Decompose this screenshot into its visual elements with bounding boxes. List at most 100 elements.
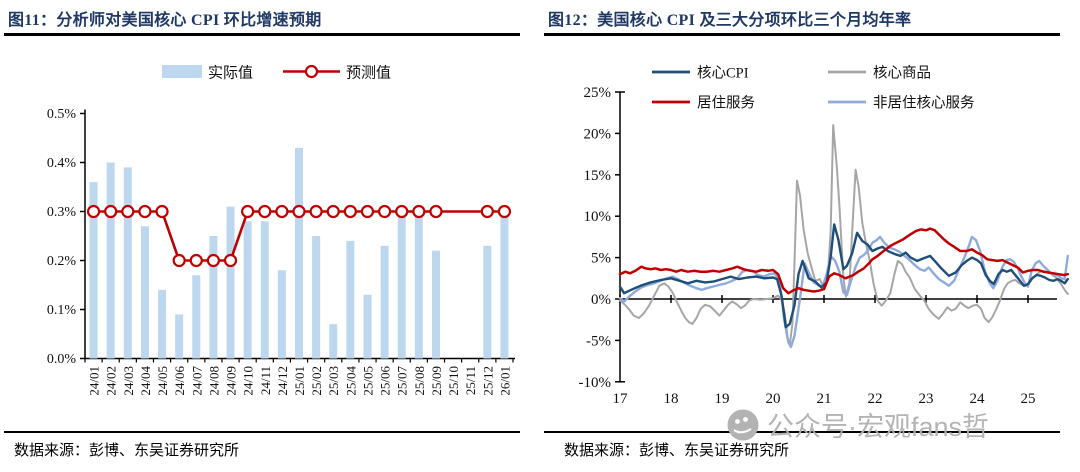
fig11-x-labels: 24/01 24/02 24/03 24/04 24/05 24/06 24/07 24/08… xyxy=(87,366,513,396)
svg-text:20: 20 xyxy=(766,391,781,407)
actual-bar-24/01 xyxy=(89,182,98,359)
forecast-marker-24/08 xyxy=(206,253,220,268)
svg-text:25/02: 25/02 xyxy=(309,366,324,396)
svg-text:25%: 25% xyxy=(584,85,612,101)
svg-text:25/03: 25/03 xyxy=(326,366,341,396)
forecast-marker-25/09 xyxy=(429,204,443,219)
svg-text:10%: 10% xyxy=(584,209,612,225)
svg-text:18: 18 xyxy=(664,391,679,407)
svg-text:0.0%: 0.0% xyxy=(47,352,77,367)
svg-text:24/09: 24/09 xyxy=(224,366,239,396)
forecast-marker-24/03 xyxy=(121,204,135,219)
forecast-marker-24/12 xyxy=(275,204,289,219)
figure11-title: 图11：分析师对美国核心 CPI 环比增速预期 xyxy=(8,12,322,29)
actual-bar-25/06 xyxy=(380,245,389,359)
actual-bar-24/04 xyxy=(140,226,149,359)
wechat-icon xyxy=(727,409,759,440)
svg-text:21: 21 xyxy=(817,391,832,407)
svg-text:25/11: 25/11 xyxy=(463,366,478,395)
svg-text:24/11: 24/11 xyxy=(258,366,273,395)
svg-text:24/07: 24/07 xyxy=(189,366,204,396)
actual-bar-24/10 xyxy=(243,221,252,359)
svg-text:24/03: 24/03 xyxy=(121,366,136,396)
actual-bar-25/01 xyxy=(295,147,303,359)
svg-text:预测值: 预测值 xyxy=(346,65,391,82)
actual-bar-24/03 xyxy=(123,167,132,359)
forecast-marker-24/02 xyxy=(104,204,118,219)
forecast-marker-24/04 xyxy=(138,204,152,219)
svg-text:23: 23 xyxy=(919,391,934,407)
forecast-marker-25/08 xyxy=(412,204,426,219)
actual-bar-24/11 xyxy=(260,221,269,359)
svg-text:22: 22 xyxy=(868,391,883,407)
wechat-watermark: 公众号·宏观fans哲 xyxy=(726,405,989,444)
svg-text:24/08: 24/08 xyxy=(206,366,221,396)
figure11-title-rule xyxy=(4,33,520,36)
actual-bar-25/08 xyxy=(414,216,423,359)
figure11-chart: 实际值 预测值 0.0% 0.1% 0.2% 0.3% 0.4% 0.5% 24/01 24/02… xyxy=(47,65,515,396)
svg-text:24/12: 24/12 xyxy=(275,366,290,396)
forecast-marker-25/07 xyxy=(395,204,409,219)
forecast-marker-24/06 xyxy=(172,253,186,268)
fig12-series xyxy=(618,124,1070,349)
svg-text:24/01: 24/01 xyxy=(87,366,102,396)
actual-bar-25/04 xyxy=(346,240,355,359)
svg-text:24: 24 xyxy=(970,391,986,407)
forecast-marker-24/10 xyxy=(241,204,255,219)
svg-text:24/02: 24/02 xyxy=(104,366,119,396)
svg-text:0.3%: 0.3% xyxy=(47,205,77,220)
svg-text:24/04: 24/04 xyxy=(138,366,153,396)
fig12-x-labels: 17 18 19 20 21 22 23 24 25 xyxy=(613,391,1036,407)
svg-text:25/05: 25/05 xyxy=(360,366,375,396)
actual-bar-24/12 xyxy=(277,270,286,359)
svg-text:15%: 15% xyxy=(584,168,612,184)
figure11-panel: 图11：分析师对美国核心 CPI 环比增速预期 实际值 预测值 0.0% 0.1% 0.… xyxy=(4,12,520,459)
svg-text:25/10: 25/10 xyxy=(446,366,461,396)
fig11-axes: 0.0% 0.1% 0.2% 0.3% 0.4% 0.5% xyxy=(47,107,515,367)
fig11-forecast-line xyxy=(86,204,512,268)
svg-text:25/09: 25/09 xyxy=(429,366,444,396)
figure12-source-rule xyxy=(544,431,1060,433)
svg-text:24/05: 24/05 xyxy=(155,366,170,396)
actual-bar-26/01 xyxy=(500,216,509,359)
actual-bar-25/09 xyxy=(431,250,440,359)
actual-bar-25/12 xyxy=(483,245,492,359)
svg-text:实际值: 实际值 xyxy=(208,65,253,82)
svg-text:19: 19 xyxy=(715,391,730,407)
fig11-actual-bars xyxy=(89,147,509,359)
fig11-legend: 实际值 预测值 xyxy=(162,65,391,82)
svg-text:居住服务: 居住服务 xyxy=(697,95,755,112)
svg-text:24/06: 24/06 xyxy=(172,366,187,396)
actual-bar-24/08 xyxy=(209,236,218,359)
forecast-marker-25/06 xyxy=(378,204,392,219)
forecast-marker-25/02 xyxy=(309,204,323,219)
svg-text:0.5%: 0.5% xyxy=(47,107,77,122)
svg-text:-5%: -5% xyxy=(586,333,611,349)
forecast-marker-25/05 xyxy=(360,204,375,219)
svg-text:24/10: 24/10 xyxy=(241,366,256,396)
svg-text:-10%: -10% xyxy=(579,375,612,391)
forecast-marker-25/12 xyxy=(480,204,494,219)
actual-bar-24/07 xyxy=(192,275,201,359)
forecast-marker-24/01 xyxy=(86,204,101,219)
series-line-4 xyxy=(618,235,1069,349)
figure12-title-rule xyxy=(544,33,1060,36)
fig12-axes: 25% 20% 15% 10% 5% 0% -5% -10% xyxy=(579,85,1057,391)
svg-text:0.4%: 0.4% xyxy=(47,156,77,171)
forecast-marker-24/07 xyxy=(189,253,203,268)
forecast-marker-24/11 xyxy=(258,204,272,219)
figure12-title: 图12：美国核心 CPI 及三大分项环比三个月均年率 xyxy=(548,12,912,29)
actual-bar-24/02 xyxy=(106,162,115,359)
svg-text:26/01: 26/01 xyxy=(497,366,512,396)
forecast-marker-25/01 xyxy=(292,204,306,219)
actual-bar-25/02 xyxy=(312,236,321,359)
svg-text:非居住核心服务: 非居住核心服务 xyxy=(873,95,975,112)
series-line-3 xyxy=(618,227,1070,295)
forecast-marker-25/04 xyxy=(343,204,357,219)
svg-text:20%: 20% xyxy=(584,126,612,142)
figure12-source: 数据来源：彭博、东吴证券研究所 xyxy=(564,443,790,459)
svg-text:25/04: 25/04 xyxy=(343,366,358,396)
